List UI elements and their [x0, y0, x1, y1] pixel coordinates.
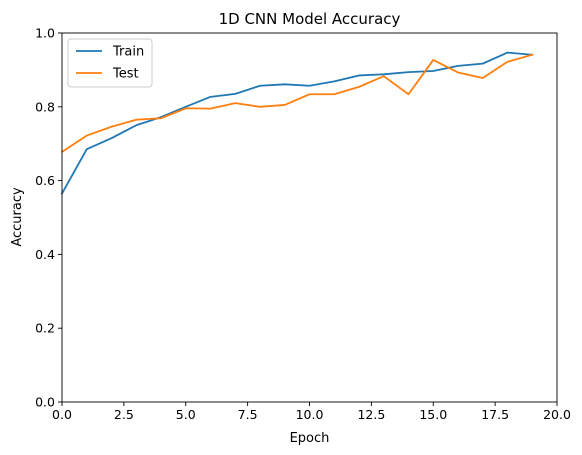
- y-axis-label: Accuracy: [10, 187, 25, 247]
- y-tick-label: 0.0: [35, 395, 55, 410]
- ticks: 0.0 2.5 5.0 7.5 10.0 12.5 15.0 17.5 20.0 0.0 0.2 0.…: [35, 26, 571, 423]
- series-line-test: [60, 53, 534, 154]
- x-tick-label: 0.0: [52, 407, 72, 422]
- y-tick-label: 1.0: [35, 26, 55, 41]
- x-tick-label: 2.5: [114, 407, 134, 422]
- x-tick-label: 17.5: [481, 407, 509, 422]
- legend: Train Test: [67, 38, 153, 88]
- chart-title: 1D CNN Model Accuracy: [219, 10, 401, 28]
- x-tick-label: 5.0: [176, 407, 196, 422]
- y-tick-label: 0.4: [35, 247, 55, 262]
- x-tick-label: 15.0: [419, 407, 447, 422]
- x-tick-label: 10.0: [296, 407, 324, 422]
- y-tick-label: 0.2: [35, 321, 55, 336]
- x-tick-label: 12.5: [357, 407, 385, 422]
- y-tick-label: 0.8: [35, 99, 55, 114]
- legend-label-test: Test: [112, 67, 139, 82]
- plot-lines: [60, 51, 534, 195]
- y-tick-label: 0.6: [35, 173, 55, 188]
- series-line-train: [60, 51, 534, 195]
- x-tick-label: 20.0: [543, 407, 571, 422]
- legend-label-train: Train: [112, 45, 144, 60]
- x-axis-label: Epoch: [290, 431, 330, 446]
- x-tick-label: 7.5: [238, 407, 258, 422]
